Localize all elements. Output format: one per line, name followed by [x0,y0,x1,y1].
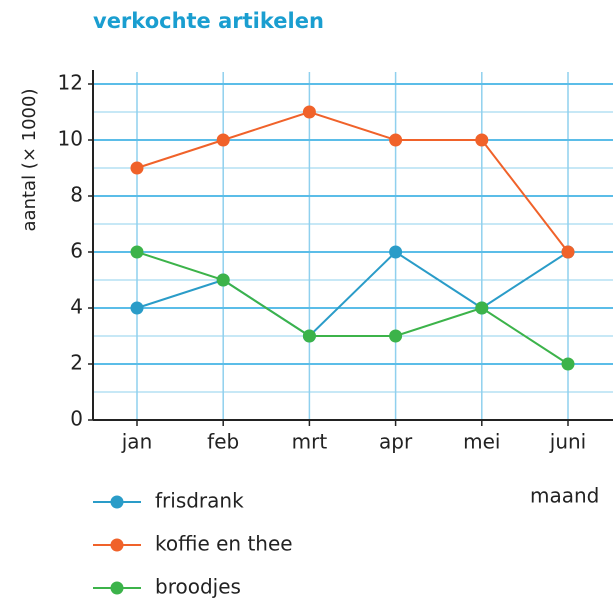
y-tick-label: 4 [70,295,83,319]
x-tick-label: juni [549,430,586,454]
data-point [389,133,403,147]
y-tick-label: 8 [70,183,83,207]
x-tick-label: mei [463,430,500,454]
data-point [216,273,230,287]
data-point [130,301,144,315]
y-axis-label: aantal (× 1000) [19,89,40,232]
data-point [561,245,575,259]
data-point [389,245,403,259]
y-tick-label: 10 [58,127,83,151]
data-point [475,301,489,315]
data-point [475,133,489,147]
data-point [216,133,230,147]
y-tick-label: 6 [70,239,83,263]
x-tick-label: jan [121,430,153,454]
data-point [130,245,144,259]
data-point [302,329,316,343]
series-line [136,251,569,365]
x-axis-label: maand [530,484,599,508]
legend-marker [110,495,124,509]
y-tick-label: 12 [58,71,83,95]
chart-title: verkochte artikelen [93,9,324,33]
y-tick-label: 0 [70,407,83,431]
data-point [389,329,403,343]
series-line [136,250,569,338]
x-tick-label: feb [207,430,239,454]
legend-marker [110,581,124,595]
x-tick-label: apr [379,430,413,454]
data-point [130,161,144,175]
data-point [302,105,316,119]
legend-marker [110,538,124,552]
x-tick-label: mrt [292,430,328,454]
legend-label: broodjes [155,575,241,598]
series-line [136,110,569,253]
data-point [561,357,575,371]
y-tick-label: 2 [70,351,83,375]
legend-label: frisdrank [155,489,244,513]
legend-label: koffie en thee [155,532,293,556]
